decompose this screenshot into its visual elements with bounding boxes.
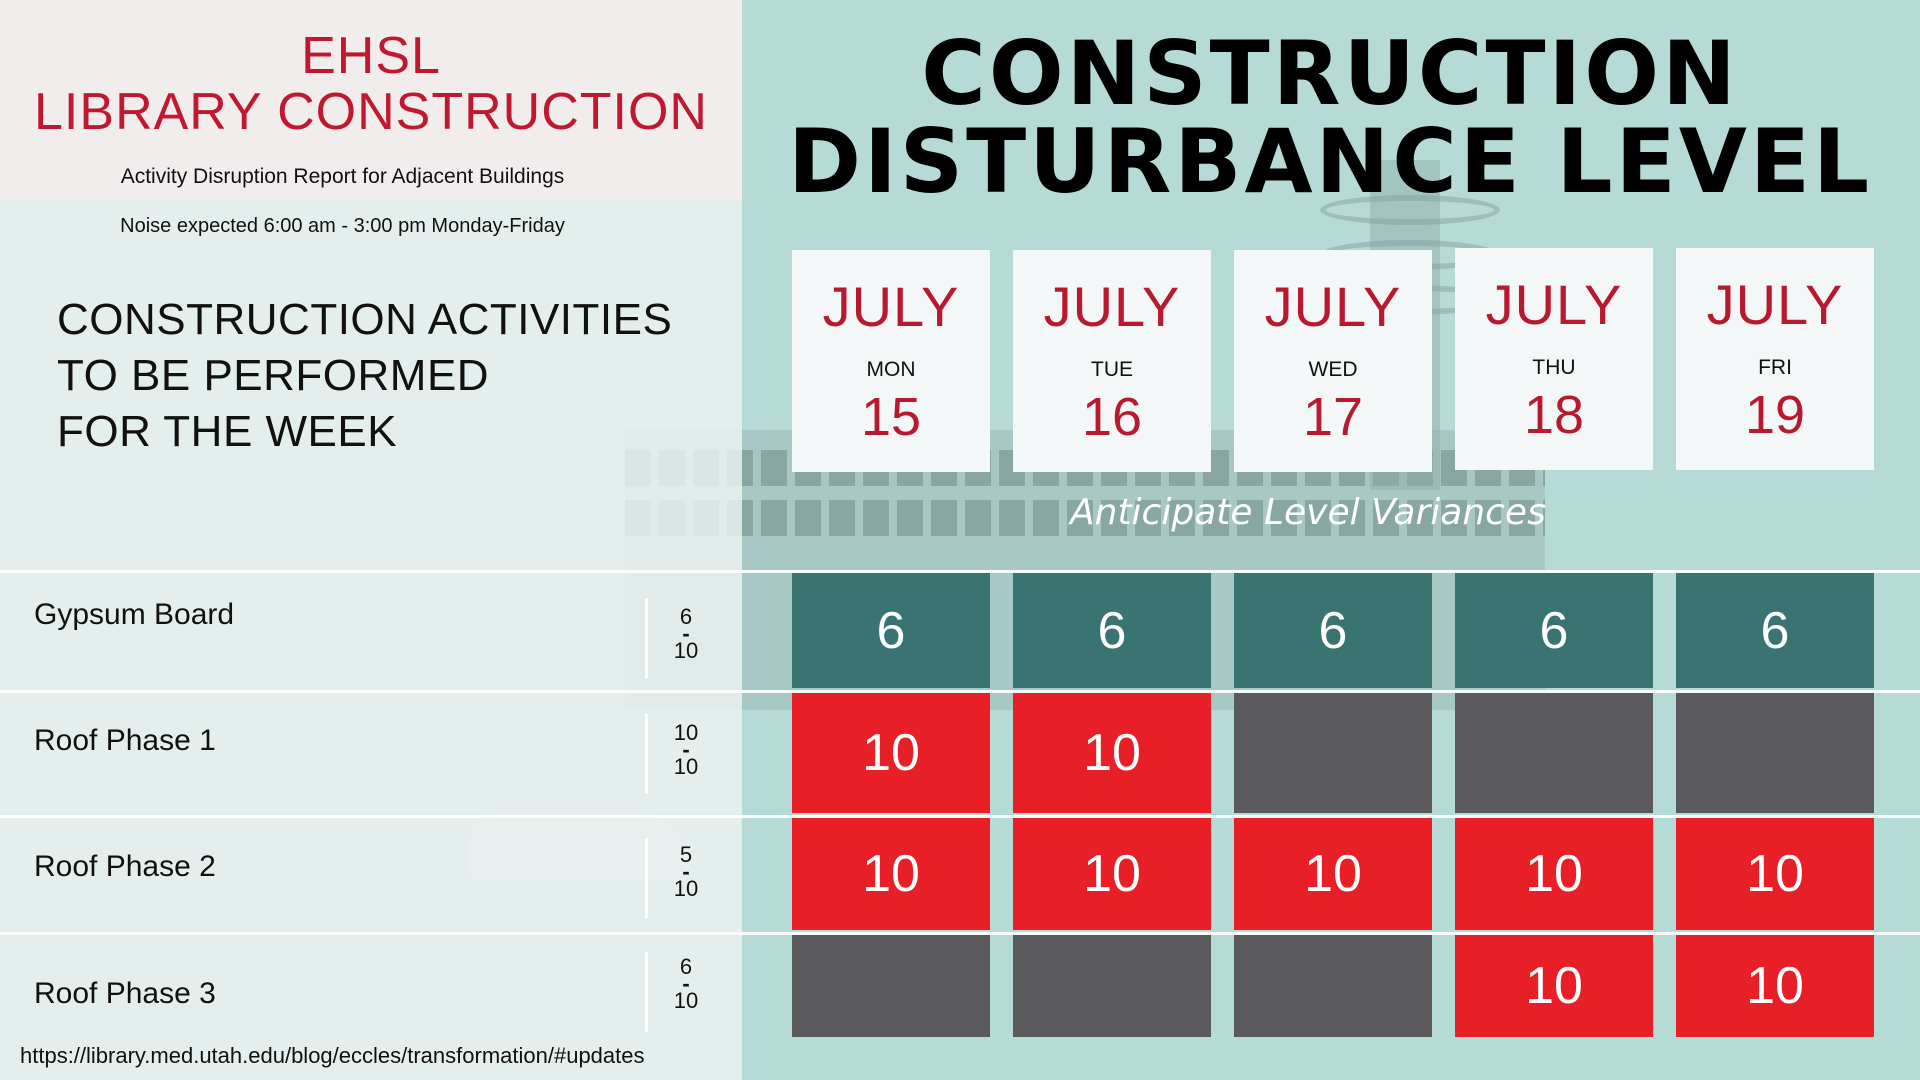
day-month: JULY	[1706, 273, 1844, 336]
left-header-band	[0, 0, 742, 200]
level-cell: 10	[1013, 693, 1211, 813]
building-window-row	[625, 500, 1545, 536]
row-divider	[0, 815, 1920, 818]
range-max: 10	[673, 876, 699, 901]
level-cell	[1455, 693, 1653, 813]
range-dash: -	[682, 971, 690, 996]
range-divider	[645, 598, 648, 678]
level-cell: 10	[1455, 935, 1653, 1037]
day-weekday: TUE	[1091, 358, 1133, 381]
level-cell: 10	[792, 693, 990, 813]
day-weekday: THU	[1532, 356, 1576, 379]
activity-label: Roof Phase 3	[34, 977, 216, 1010]
day-card-fri: JULY FRI 19	[1676, 248, 1874, 470]
day-number: 17	[1302, 387, 1364, 447]
page-title-line: DISTURBANCE LEVEL	[787, 110, 1873, 213]
level-range: 6 - 10	[660, 604, 712, 664]
level-cell: 6	[1455, 573, 1653, 688]
day-month: JULY	[1264, 275, 1402, 338]
day-weekday: FRI	[1758, 356, 1792, 379]
level-cell	[1676, 693, 1874, 813]
range-divider	[645, 838, 648, 918]
level-cell	[792, 935, 990, 1037]
noise-schedule-note: Noise expected 6:00 am - 3:00 pm Monday-…	[120, 215, 565, 237]
level-range: 10 - 10	[660, 720, 712, 780]
range-divider	[645, 714, 648, 794]
level-cell: 6	[1234, 573, 1432, 688]
range-max: 10	[673, 638, 699, 663]
range-max: 10	[673, 988, 699, 1013]
range-dash: -	[682, 621, 690, 646]
level-cell: 10	[1676, 935, 1874, 1037]
day-number: 19	[1744, 385, 1806, 445]
page-title: CONSTRUCTION DISTURBANCE LEVEL	[755, 30, 1905, 206]
day-month: JULY	[1043, 275, 1181, 338]
range-min: 6	[679, 604, 693, 629]
day-card-tue: JULY TUE 16	[1013, 250, 1211, 472]
activities-heading-line: FOR THE WEEK	[57, 407, 398, 456]
sculpture-spiral-shape	[1320, 195, 1500, 225]
level-cell: 6	[1013, 573, 1211, 688]
level-cell: 10	[1234, 818, 1432, 930]
activities-heading: CONSTRUCTION ACTIVITIES TO BE PERFORMED …	[57, 292, 697, 460]
activity-label: Roof Phase 1	[34, 724, 216, 757]
day-month: JULY	[822, 275, 960, 338]
activity-label: Gypsum Board	[34, 598, 235, 631]
range-dash: -	[682, 737, 690, 762]
activity-label: Roof Phase 2	[34, 850, 216, 883]
level-cell: 10	[1013, 818, 1211, 930]
row-divider	[0, 690, 1920, 693]
updates-link[interactable]: https://library.med.utah.edu/blog/eccles…	[20, 1043, 645, 1068]
activities-heading-line: CONSTRUCTION ACTIVITIES	[57, 295, 673, 344]
level-cell	[1234, 693, 1432, 813]
level-range: 5 - 10	[660, 842, 712, 902]
report-title: EHSL LIBRARY CONSTRUCTION	[0, 28, 742, 140]
level-range: 6 - 10	[660, 954, 712, 1014]
day-weekday: MON	[866, 358, 916, 381]
day-card-wed: JULY WED 17	[1234, 250, 1432, 472]
day-weekday: WED	[1308, 358, 1358, 381]
level-cell: 10	[1676, 818, 1874, 930]
level-cell: 6	[792, 573, 990, 688]
level-cell	[1234, 935, 1432, 1037]
project-name: LIBRARY CONSTRUCTION	[34, 83, 708, 141]
day-month: JULY	[1485, 273, 1623, 336]
page-title-line: CONSTRUCTION	[921, 22, 1739, 125]
day-number: 18	[1523, 385, 1585, 445]
range-min: 10	[673, 720, 699, 745]
row-divider	[0, 570, 1920, 573]
level-cell: 10	[792, 818, 990, 930]
range-dash: -	[682, 859, 690, 884]
row-divider	[0, 932, 1920, 935]
level-cell	[1013, 935, 1211, 1037]
day-number: 16	[1081, 387, 1143, 447]
org-name: EHSL	[301, 27, 441, 85]
day-card-thu: JULY THU 18	[1455, 248, 1653, 470]
level-cell: 10	[1455, 818, 1653, 930]
day-number: 15	[860, 387, 922, 447]
range-divider	[645, 952, 648, 1032]
level-cell: 6	[1676, 573, 1874, 688]
report-subtitle: Activity Disruption Report for Adjacent …	[120, 165, 565, 188]
variance-note: Anticipate Level Variances	[1070, 492, 1546, 533]
activities-heading-line: TO BE PERFORMED	[57, 351, 490, 400]
range-max: 10	[673, 754, 699, 779]
range-min: 5	[679, 842, 693, 867]
range-min: 6	[679, 954, 693, 979]
day-card-mon: JULY MON 15	[792, 250, 990, 472]
